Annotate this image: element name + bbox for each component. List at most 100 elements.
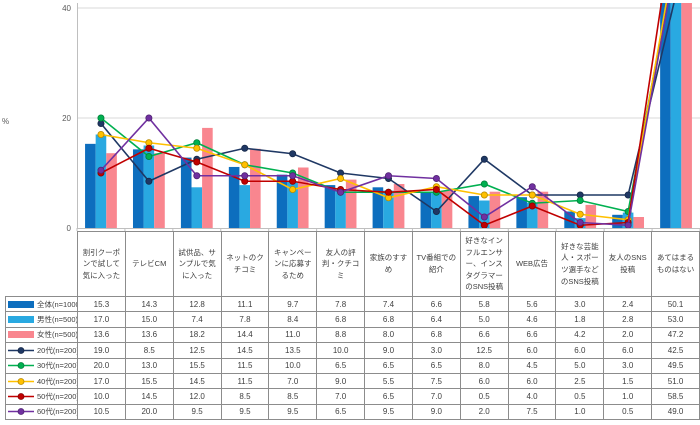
value-cell: 14.5 <box>124 388 174 405</box>
bar-series-1 <box>85 3 671 228</box>
bar <box>670 3 682 228</box>
value-cell: 50.1 <box>651 295 700 313</box>
value-cell: 6.0 <box>507 372 557 390</box>
data-point <box>480 191 488 199</box>
data-point <box>624 221 632 228</box>
value-cell: 6.5 <box>364 388 413 405</box>
table-row: 30代(n=200) 20.0 13.0 15.5 11.5 10.0 6.5 6.5 6.5 8… <box>5 357 700 374</box>
data-point <box>97 130 105 138</box>
bar <box>287 181 298 228</box>
data-point <box>576 218 584 226</box>
bar <box>585 204 597 228</box>
value-cell: 2.0 <box>459 403 509 421</box>
bar <box>372 187 384 228</box>
data-point <box>241 144 249 152</box>
row-label-cell: 全体(n=1000) <box>5 295 78 313</box>
value-cell: 5.0 <box>555 357 605 374</box>
value-cell: 15.0 <box>124 311 174 328</box>
bar <box>441 190 453 228</box>
line-series-3 <box>97 3 668 224</box>
bar <box>468 196 480 228</box>
table-row: 20代(n=200) 19.0 8.5 12.5 14.5 13.5 10.0 9.0 3.0 1… <box>5 342 700 359</box>
data-point <box>289 150 297 158</box>
value-cell: 5.8 <box>459 295 509 313</box>
bar <box>106 153 117 228</box>
column-header: あてはまるものはない <box>651 231 700 297</box>
value-cell: 7.8 <box>316 295 366 313</box>
series-name: 30代(n=200) <box>37 361 78 371</box>
value-cell: 6.6 <box>459 326 509 344</box>
value-cell: 14.4 <box>220 326 270 344</box>
y-tick-label: 0 <box>67 224 72 231</box>
bar <box>85 143 96 228</box>
legend-line-swatch <box>8 361 34 370</box>
data-table: 割引クーポンで試して気に入った テレビCM 試供品、サンプルで気に入った ネットのクチ… <box>5 231 700 421</box>
value-cell: 7.0 <box>268 372 318 390</box>
value-cell: 7.4 <box>364 295 413 313</box>
value-cell: 6.8 <box>411 326 461 344</box>
bar <box>228 166 240 228</box>
column-header: 割引クーポンで試して気に入った <box>77 231 126 297</box>
value-cell: 10.0 <box>268 357 318 374</box>
value-cell: 13.5 <box>268 342 318 359</box>
column-header: 友人の評判・クチコミ <box>316 231 366 297</box>
y-axis-unit-label: % <box>2 117 9 126</box>
bar <box>250 148 261 228</box>
data-point <box>432 185 440 193</box>
value-cell: 6.0 <box>507 342 557 359</box>
table-row: 40代(n=200) 17.0 15.5 14.5 11.5 7.0 9.0 5.5 7.5 6.… <box>5 372 700 390</box>
data-point <box>337 174 345 182</box>
value-cell: 9.0 <box>364 342 413 359</box>
value-cell: 6.8 <box>316 311 366 328</box>
data-point <box>432 207 440 215</box>
data-point <box>97 114 105 122</box>
data-point <box>528 191 536 199</box>
legend-line-swatch <box>8 392 34 401</box>
value-cell: 4.6 <box>507 311 557 328</box>
bar <box>516 197 527 228</box>
column-header: 好きな芸能人・スポーツ選手などのSNS投稿 <box>555 231 605 297</box>
value-cell: 15.3 <box>77 295 126 313</box>
line-series-5 <box>97 3 669 228</box>
value-cell: 13.6 <box>77 326 126 344</box>
row-label-cell: 50代(n=200) <box>5 388 78 405</box>
value-cell: 11.5 <box>220 372 270 390</box>
column-header: キャンペーンに応募するため <box>268 231 318 297</box>
value-cell: 6.0 <box>603 342 653 359</box>
data-point <box>145 177 153 185</box>
value-cell: 17.0 <box>77 372 126 390</box>
value-cell: 6.5 <box>316 357 366 374</box>
value-cell: 0.5 <box>555 388 605 405</box>
column-header: ネットのクチコミ <box>220 231 270 297</box>
data-point <box>145 114 153 122</box>
value-cell: 2.8 <box>603 311 653 328</box>
column-header: 好きなインフルエンサー、インスタグラマーのSNS投稿 <box>459 231 509 297</box>
legend-line-swatch <box>8 377 34 386</box>
value-cell: 9.5 <box>268 403 318 421</box>
value-cell: 6.0 <box>459 372 509 390</box>
table-corner-cell <box>6 232 78 297</box>
data-point <box>289 185 297 193</box>
value-cell: 8.8 <box>316 326 366 344</box>
bar <box>297 167 309 228</box>
value-cell: 3.0 <box>603 357 653 374</box>
data-point <box>97 166 105 174</box>
bar <box>335 190 346 228</box>
value-cell: 1.5 <box>603 372 653 390</box>
value-cell: 4.0 <box>507 388 557 405</box>
bar <box>383 190 394 228</box>
value-cell: 12.0 <box>172 388 222 405</box>
bar <box>154 153 165 228</box>
data-point <box>528 183 536 191</box>
value-cell: 17.0 <box>77 311 126 328</box>
value-cell: 13.6 <box>124 326 174 344</box>
data-point <box>480 221 488 228</box>
bar <box>526 202 538 228</box>
value-cell: 12.8 <box>172 295 222 313</box>
value-cell: 15.5 <box>124 372 174 390</box>
data-point <box>576 210 584 218</box>
bar <box>276 174 288 228</box>
series-name: 全体(n=1000) <box>37 299 77 309</box>
value-cell: 6.5 <box>411 357 461 374</box>
value-cell: 5.0 <box>459 311 509 328</box>
